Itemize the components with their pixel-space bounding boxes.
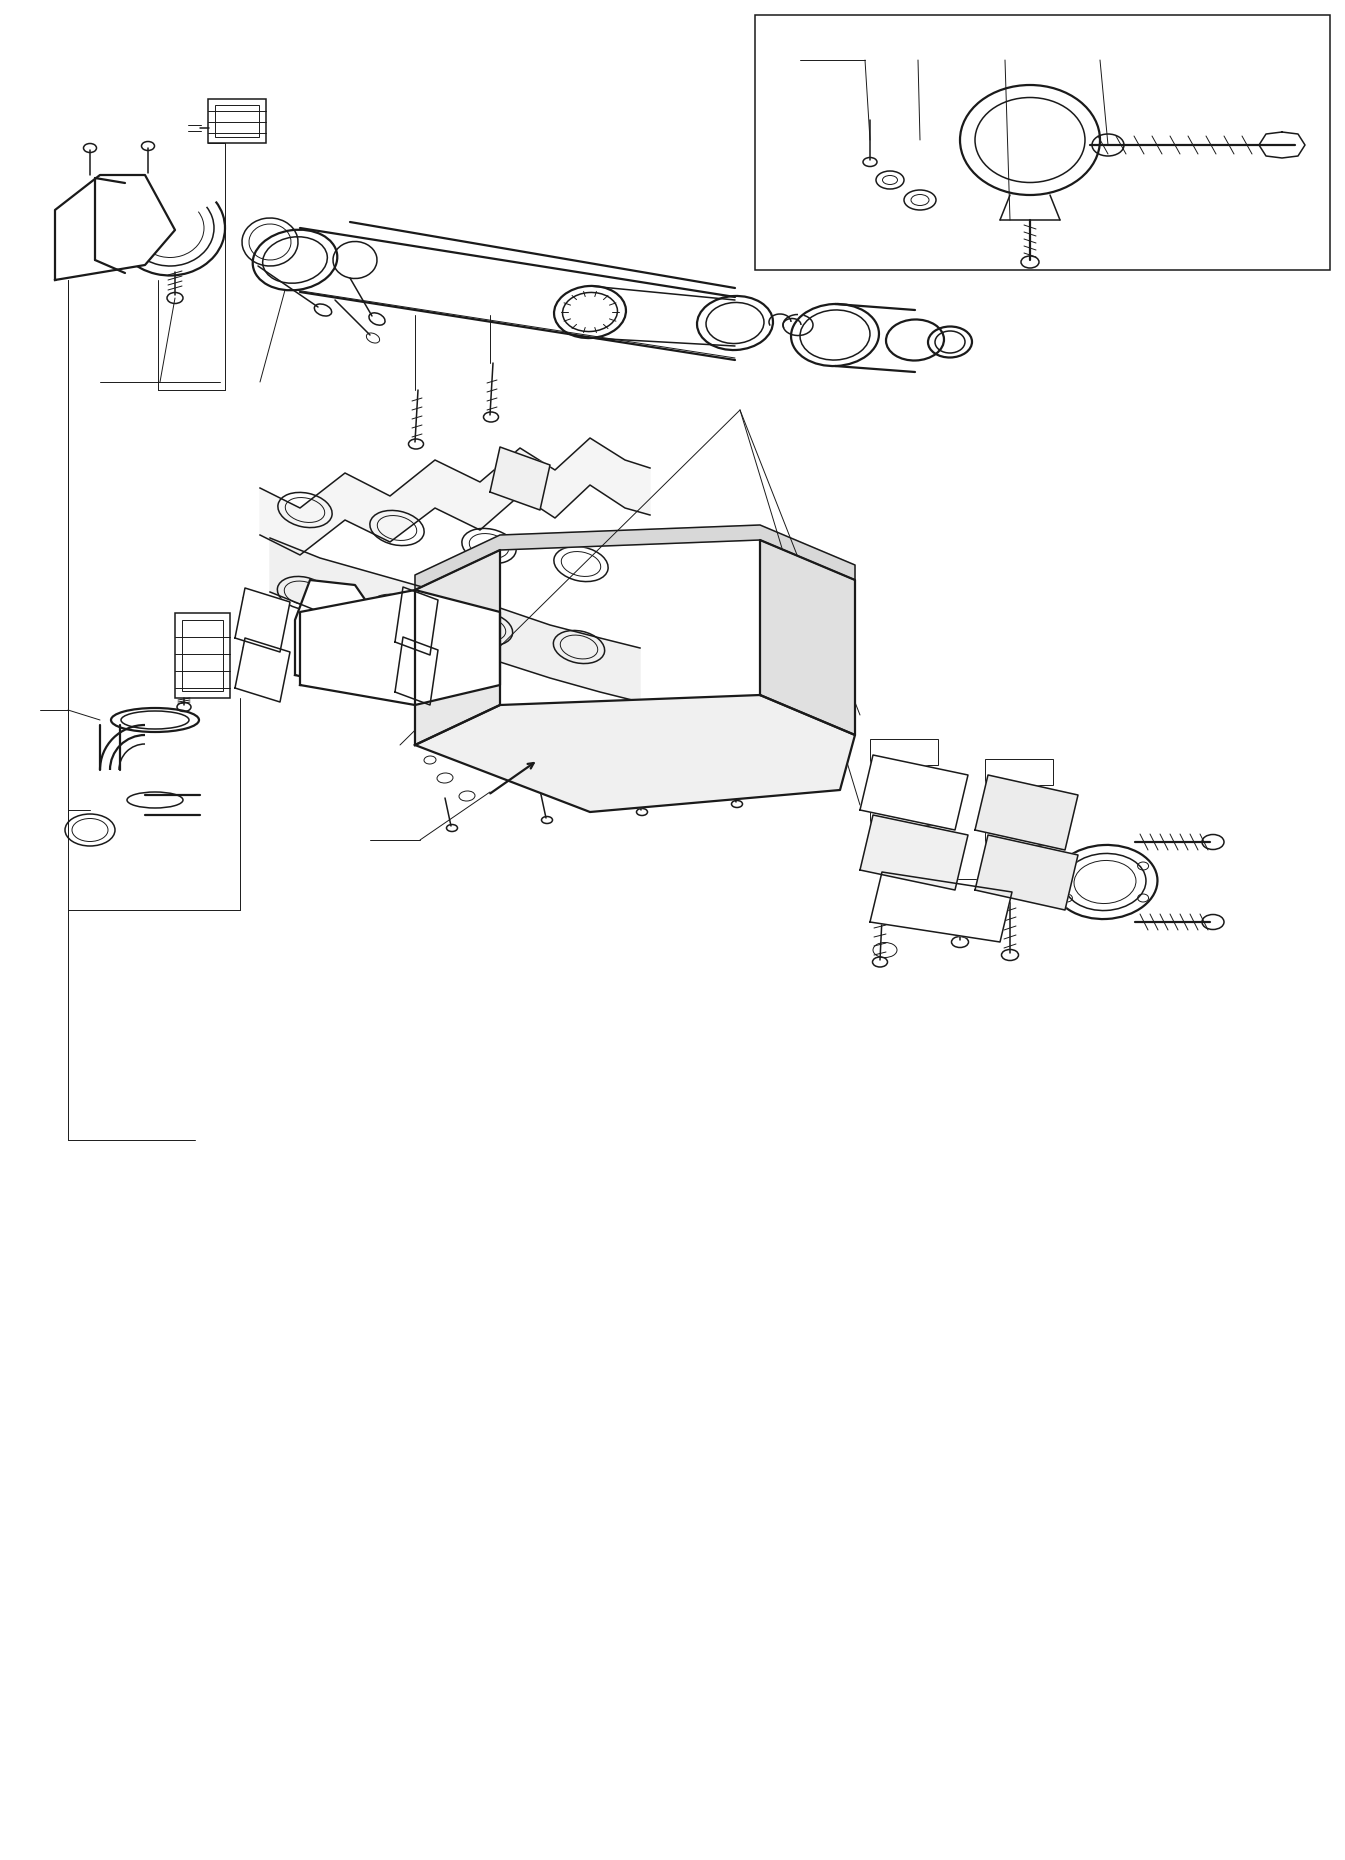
Polygon shape — [975, 776, 1077, 850]
Bar — [985, 818, 1053, 844]
Polygon shape — [295, 580, 399, 696]
Polygon shape — [416, 696, 855, 813]
Bar — [208, 99, 266, 143]
Bar — [332, 645, 360, 668]
Polygon shape — [235, 638, 291, 701]
Bar — [356, 655, 385, 675]
Bar — [985, 852, 1053, 878]
Polygon shape — [395, 636, 438, 705]
Polygon shape — [260, 437, 650, 554]
Polygon shape — [416, 551, 500, 746]
Bar — [870, 831, 937, 857]
Polygon shape — [760, 539, 855, 735]
Polygon shape — [416, 525, 855, 590]
Bar — [366, 657, 398, 681]
Bar — [870, 772, 937, 798]
Bar — [320, 647, 352, 671]
Bar — [985, 759, 1053, 785]
Bar — [498, 458, 530, 485]
Bar — [755, 15, 1330, 270]
Polygon shape — [55, 175, 175, 281]
Polygon shape — [300, 590, 500, 705]
Bar — [404, 595, 425, 634]
Bar — [175, 614, 230, 698]
Polygon shape — [870, 872, 1011, 941]
Bar — [412, 664, 444, 688]
Bar — [182, 619, 223, 692]
Polygon shape — [859, 755, 968, 830]
Bar — [882, 880, 982, 915]
Bar — [242, 597, 272, 632]
Bar — [242, 647, 272, 683]
Bar — [307, 638, 335, 660]
Bar — [215, 104, 260, 138]
Bar — [985, 792, 1053, 818]
Bar — [870, 800, 937, 826]
Polygon shape — [235, 588, 291, 653]
Polygon shape — [975, 835, 1077, 910]
Polygon shape — [270, 538, 640, 701]
Bar — [870, 738, 937, 764]
Polygon shape — [490, 446, 550, 510]
Polygon shape — [395, 588, 438, 655]
Polygon shape — [859, 815, 968, 889]
Bar — [459, 671, 490, 696]
Bar — [404, 645, 425, 684]
